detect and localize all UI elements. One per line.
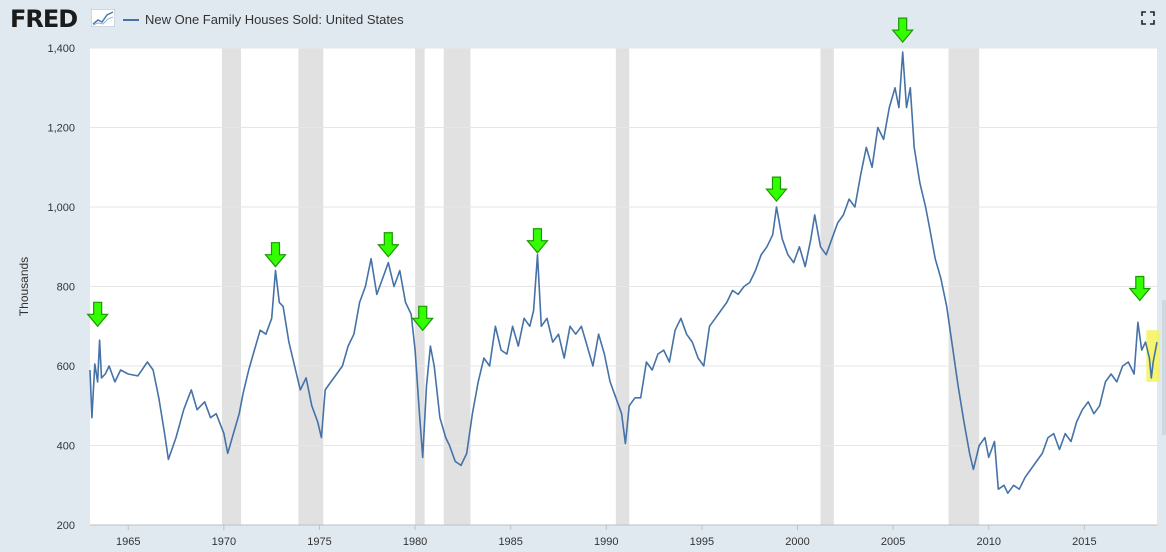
down-arrow-icon bbox=[526, 228, 549, 254]
down-arrow-icon bbox=[264, 242, 287, 268]
fred-logo: FRED bbox=[10, 5, 78, 33]
x-tick-label: 1970 bbox=[212, 536, 236, 548]
y-tick-label: 1,400 bbox=[47, 43, 75, 55]
series-layer bbox=[89, 51, 1160, 495]
x-tick-label: 2010 bbox=[976, 536, 1000, 548]
scrollbar-handle[interactable] bbox=[1162, 300, 1166, 435]
legend-label: New One Family Houses Sold: United State… bbox=[145, 12, 404, 27]
x-tick-label: 1995 bbox=[690, 536, 714, 548]
down-arrow-icon bbox=[765, 176, 788, 203]
down-arrow-shape bbox=[765, 176, 788, 203]
down-arrow-icon bbox=[891, 17, 914, 44]
x-tick-label: 1975 bbox=[307, 536, 331, 548]
y-tick-label: 800 bbox=[57, 282, 75, 294]
fred-logo-graph-icon bbox=[91, 9, 115, 27]
down-arrow-icon bbox=[86, 301, 109, 328]
down-arrow-shape bbox=[377, 232, 400, 258]
down-arrow-shape bbox=[891, 17, 914, 44]
down-arrow-shape bbox=[86, 301, 109, 328]
legend[interactable]: New One Family Houses Sold: United State… bbox=[123, 12, 404, 27]
y-tick-label: 400 bbox=[57, 441, 75, 453]
down-arrow-icon bbox=[411, 305, 435, 332]
x-tick-label: 1965 bbox=[116, 536, 140, 548]
down-arrow-icon bbox=[377, 232, 400, 258]
x-tick-label: 1990 bbox=[594, 536, 618, 548]
down-arrow-shape bbox=[1128, 275, 1152, 302]
chart-header: FRED New One Family Houses Sold: United … bbox=[0, 0, 1166, 40]
y-tick-label: 600 bbox=[57, 361, 75, 373]
x-tick-label: 2015 bbox=[1072, 536, 1096, 548]
y-tick-label: 200 bbox=[57, 520, 75, 532]
x-tick-label: 1980 bbox=[403, 536, 427, 548]
x-tick-label: 2005 bbox=[881, 536, 905, 548]
y-tick-label: 1,200 bbox=[47, 123, 75, 135]
down-arrow-shape bbox=[411, 305, 435, 332]
legend-swatch bbox=[123, 18, 139, 21]
down-arrow-icon bbox=[1128, 275, 1152, 302]
down-arrow-shape bbox=[264, 242, 287, 268]
series-line bbox=[89, 51, 1158, 495]
fullscreen-icon[interactable] bbox=[1141, 11, 1155, 25]
x-tick-label: 1985 bbox=[498, 536, 522, 548]
down-arrow-shape bbox=[526, 228, 549, 254]
annotations bbox=[86, 17, 1152, 332]
y-axis-label: Thousands bbox=[17, 257, 31, 316]
y-tick-label: 1,000 bbox=[47, 202, 75, 214]
axes: 200 400 600 800 1,000 1,200 1,400 1965 1970 1975 1… bbox=[17, 43, 1157, 548]
x-tick-label: 2000 bbox=[785, 536, 809, 548]
